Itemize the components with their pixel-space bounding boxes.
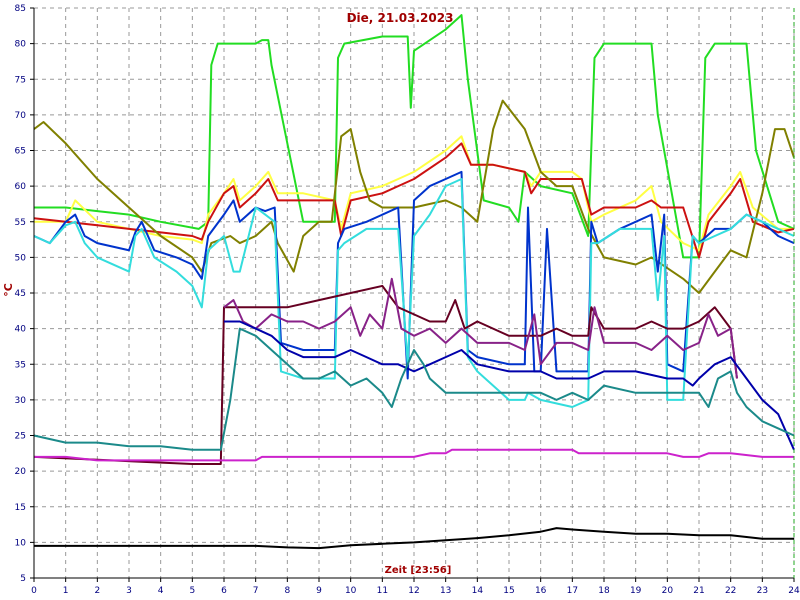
y-tick-label: 40	[15, 325, 27, 335]
y-tick-label: 70	[15, 111, 27, 121]
series-line-8	[223, 277, 738, 379]
y-tick-label: 30	[15, 396, 27, 406]
y-axis-label: °C	[2, 283, 15, 297]
x-tick-labels: 0 1 2 3 4 5 6 7 8 9 10 11 12 13 14 15 16 17 18 19 20 21 22 23 24	[31, 586, 800, 596]
series-line-7	[33, 284, 738, 465]
y-tick-label: 15	[15, 503, 26, 513]
y-tick-label: 85	[15, 4, 26, 14]
x-tick-label: 15	[503, 586, 514, 596]
x-tick-label: 11	[377, 586, 388, 596]
x-tick-label: 21	[693, 586, 704, 596]
series-line-11	[34, 448, 794, 462]
x-tick-label: 23	[757, 586, 768, 596]
y-tick-label: 55	[15, 218, 26, 228]
x-tick-label: 18	[598, 586, 610, 596]
series-line-3	[33, 142, 795, 259]
x-tick-label: 24	[788, 586, 800, 596]
chart-title: Die, 21.03.2023	[347, 11, 454, 25]
x-tick-label: 8	[284, 586, 290, 596]
y-tick-label: 35	[15, 360, 26, 370]
y-tick-labels: 5 10 15 20 25 30 35 40 45 50 55 60 65 70 75 80 85	[15, 4, 27, 584]
series-line-12	[34, 527, 794, 550]
series-line-1	[34, 14, 795, 259]
series-line-6	[33, 178, 795, 408]
x-axis-label: Zeit [23:56]	[385, 565, 452, 576]
x-tick-label: 0	[31, 586, 37, 596]
y-tick-label: 60	[15, 182, 27, 192]
series-line-10	[33, 327, 795, 451]
x-tick-label: 13	[440, 586, 451, 596]
y-tick-label: 80	[15, 40, 27, 50]
x-tick-label: 7	[253, 586, 259, 596]
x-tick-label: 4	[158, 586, 164, 596]
series-line-9	[224, 320, 795, 451]
y-tick-label: 10	[15, 538, 27, 548]
x-tick-label: 22	[725, 586, 736, 596]
x-tick-label: 14	[472, 586, 484, 596]
x-tick-label: 10	[345, 586, 357, 596]
y-tick-label: 50	[15, 253, 27, 263]
x-tick-label: 3	[126, 586, 132, 596]
y-tick-label: 25	[15, 432, 26, 442]
y-tick-label: 75	[15, 75, 26, 85]
axes	[30, 7, 795, 582]
y-tick-label: 20	[15, 467, 27, 477]
x-tick-label: 2	[94, 586, 100, 596]
x-tick-label: 6	[221, 586, 227, 596]
x-tick-label: 17	[567, 586, 578, 596]
series-lines	[33, 14, 795, 550]
x-tick-label: 9	[316, 586, 322, 596]
y-tick-label: 65	[15, 147, 26, 157]
y-tick-label: 45	[15, 289, 26, 299]
x-tick-label: 16	[535, 586, 547, 596]
x-tick-label: 12	[408, 586, 419, 596]
y-tick-label: 5	[20, 574, 26, 584]
x-tick-label: 5	[189, 586, 195, 596]
x-tick-label: 20	[662, 586, 674, 596]
x-tick-label: 19	[630, 586, 642, 596]
x-tick-label: 1	[63, 586, 69, 596]
